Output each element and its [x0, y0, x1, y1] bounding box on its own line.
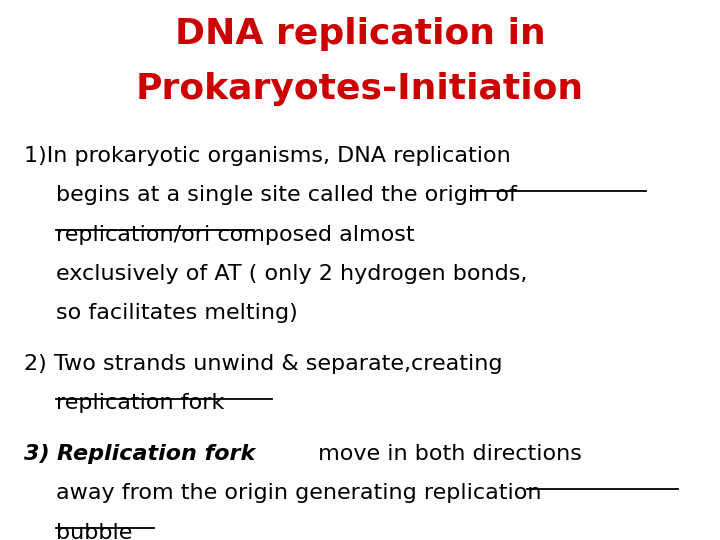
Text: move in both directions: move in both directions: [311, 444, 582, 464]
Text: Replication fork: Replication fork: [57, 444, 256, 464]
Text: 1)In prokaryotic organisms, DNA replication: 1)In prokaryotic organisms, DNA replicat…: [24, 146, 511, 166]
Text: bubble: bubble: [56, 523, 132, 540]
Text: so facilitates melting): so facilitates melting): [56, 303, 298, 323]
Text: Prokaryotes-Initiation: Prokaryotes-Initiation: [136, 72, 584, 106]
Text: 3): 3): [24, 444, 50, 464]
Text: exclusively of AT ( only 2 hydrogen bonds,: exclusively of AT ( only 2 hydrogen bond…: [56, 264, 528, 284]
Text: begins at a single site called the origin of: begins at a single site called the origi…: [56, 185, 517, 205]
Text: away from the origin generating replication: away from the origin generating replicat…: [56, 483, 542, 503]
Text: 2) Two strands unwind & separate,creating: 2) Two strands unwind & separate,creatin…: [24, 354, 503, 374]
Text: replication/ori composed almost: replication/ori composed almost: [56, 225, 415, 245]
Text: replication fork: replication fork: [56, 393, 225, 413]
Text: DNA replication in: DNA replication in: [175, 17, 545, 51]
